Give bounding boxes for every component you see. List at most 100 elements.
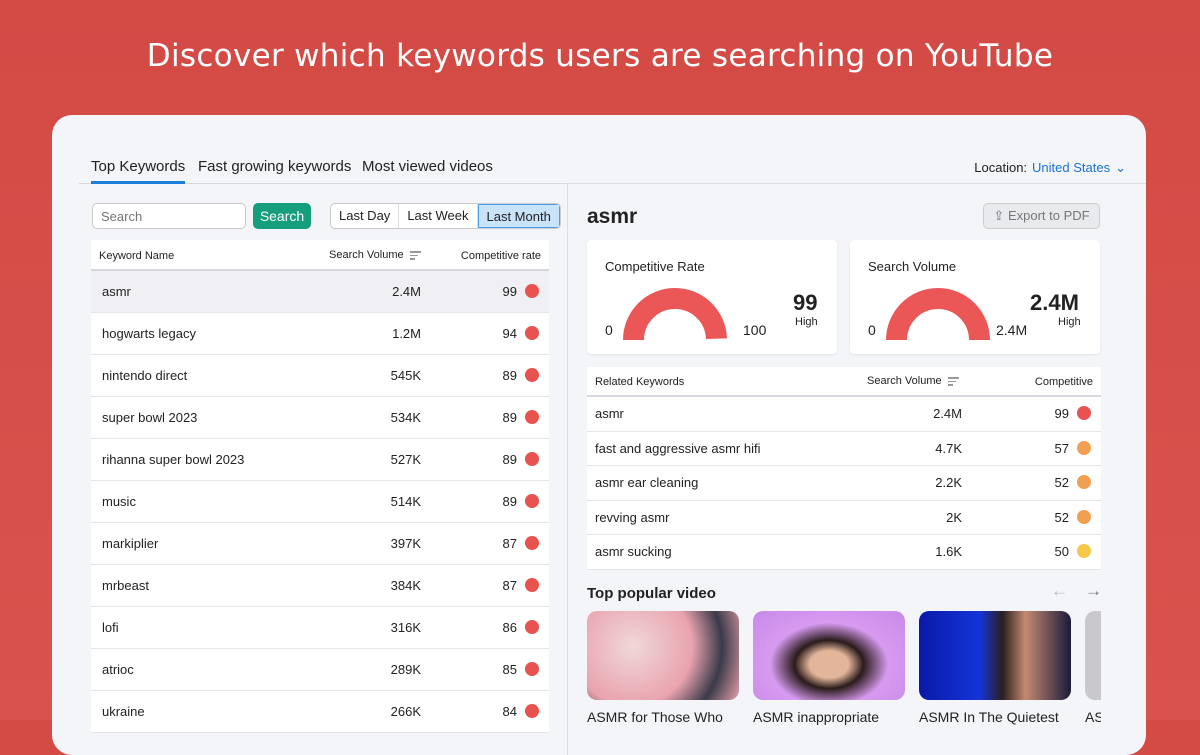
period-last-month[interactable]: Last Month	[477, 204, 560, 228]
table-row[interactable]: mrbeast 384K 87	[91, 565, 549, 607]
status-dot-icon	[525, 410, 539, 424]
status-dot-icon	[1077, 440, 1091, 455]
video-thumbnail[interactable]	[587, 611, 739, 700]
table-row[interactable]: revving asmr 2K 52	[587, 501, 1101, 535]
table-row[interactable]: lofi 316K 86	[91, 607, 549, 649]
status-dot-icon	[525, 704, 539, 718]
table-row[interactable]: rihanna super bowl 2023 527K 89	[91, 439, 549, 481]
competitive-value: 52	[1054, 509, 1069, 525]
keyword-name: fast and aggressive asmr hifi	[595, 440, 761, 456]
search-input[interactable]	[92, 203, 246, 229]
location-value[interactable]: United States	[1032, 160, 1111, 175]
table-row[interactable]: hogwarts legacy 1.2M 94	[91, 313, 549, 355]
status-dot-icon	[1077, 475, 1091, 489]
table-row[interactable]: asmr ear cleaning 2.2K 52	[587, 466, 1101, 501]
video-title[interactable]: ASMR inappropriate	[753, 709, 880, 725]
keyword-name: super bowl 2023	[102, 410, 198, 425]
tab-fast-growing[interactable]: Fast growing keywords	[198, 158, 352, 175]
keyword-name: revving asmr	[595, 509, 670, 525]
sort-icon[interactable]	[409, 249, 421, 262]
table-row[interactable]: asmr sucking 1.6K 50	[587, 535, 1101, 570]
table-row[interactable]: super bowl 2023 534K 89	[91, 397, 549, 439]
keyword-name: hogwarts legacy	[102, 326, 196, 341]
col-competitive: Competitive	[1034, 376, 1093, 388]
keyword-name: asmr sucking	[595, 544, 672, 559]
upload-icon: ⇪	[993, 208, 1008, 223]
video-title[interactable]: AS	[1085, 709, 1101, 725]
search-volume: 397K	[390, 536, 421, 551]
competitive-value: 89	[502, 368, 517, 383]
keyword-name: ukraine	[102, 704, 145, 719]
tab-top-keywords[interactable]: Top Keywords	[91, 158, 186, 184]
search-volume-card: Search Volume 0 2.4M 2.4M High	[850, 240, 1100, 354]
col-competitive: Competitive rate	[460, 250, 541, 262]
search-button[interactable]: Search	[253, 203, 311, 229]
table-row[interactable]: fast and aggressive asmr hifi 4.7K 57	[587, 432, 1101, 466]
gauge-value: 99	[793, 290, 818, 315]
gauge-min: 0	[605, 322, 613, 338]
competitive-value: 89	[502, 410, 517, 425]
table-row[interactable]: atrioc 289K 85	[91, 649, 549, 691]
period-last-day[interactable]: Last Day	[331, 204, 400, 228]
competitive-gauge	[623, 288, 727, 341]
competitive-value: 99	[502, 284, 517, 299]
status-dot-icon	[525, 662, 539, 676]
keyword-name: asmr ear cleaning	[595, 475, 699, 490]
search-volume: 4.7K	[935, 440, 962, 456]
competitive-value: 89	[502, 452, 517, 467]
table-row[interactable]: nintendo direct 545K 89	[91, 355, 549, 397]
competitive-rate-card: Competitive Rate 0 100 99 High	[587, 240, 837, 354]
competitive-value: 57	[1054, 440, 1069, 456]
search-volume: 2.4M	[933, 406, 962, 421]
col-related: Related Keywords	[595, 376, 685, 388]
video-thumbnail[interactable]	[919, 611, 1071, 700]
keyword-name: nintendo direct	[102, 368, 188, 383]
table-row[interactable]: music 514K 89	[91, 481, 549, 523]
card-label: Search Volume	[868, 259, 957, 274]
video-thumbnail[interactable]	[1085, 611, 1101, 700]
video-thumbnail[interactable]	[753, 611, 905, 700]
video-title[interactable]: ASMR In The Quietest	[919, 709, 1059, 725]
table-row[interactable]: ukraine 266K 84	[91, 691, 549, 733]
top-video-heading: Top popular video	[587, 585, 716, 602]
sort-icon[interactable]	[947, 375, 959, 388]
search-volume: 534K	[390, 410, 421, 425]
location-label: Location:	[974, 160, 1028, 175]
search-volume: 2.4M	[392, 284, 421, 299]
table-row[interactable]: asmr 2.4M 99	[587, 397, 1101, 432]
tab-bar: Top Keywords Fast growing keywords Most …	[79, 115, 567, 184]
status-dot-icon	[525, 368, 539, 382]
status-dot-icon	[525, 326, 539, 340]
competitive-value: 99	[1054, 406, 1069, 421]
gauge-max: 100	[743, 322, 767, 338]
status-dot-icon	[1077, 544, 1091, 558]
export-pdf-button[interactable]: ⇪ Export to PDF	[983, 203, 1100, 229]
keyword-name: markiplier	[102, 536, 159, 551]
competitive-value: 52	[1054, 475, 1069, 490]
keyword-name: asmr	[102, 284, 131, 299]
gauge-level: High	[1058, 316, 1081, 328]
period-last-week[interactable]: Last Week	[399, 204, 478, 228]
status-dot-icon	[525, 536, 539, 550]
volume-gauge	[886, 288, 990, 341]
status-dot-icon	[1077, 509, 1091, 524]
competitive-value: 85	[502, 662, 517, 677]
col-search-volume[interactable]: Search Volume	[867, 375, 959, 387]
location-selector[interactable]: Location: United States ⌄	[974, 160, 1126, 176]
status-dot-icon	[525, 578, 539, 592]
video-title[interactable]: ASMR for Those Who	[587, 709, 723, 725]
table-row[interactable]: asmr 2.4M 99	[91, 271, 549, 313]
export-label: Export to PDF	[1007, 208, 1090, 223]
search-volume: 1.2M	[392, 326, 421, 341]
search-volume: 2.2K	[935, 475, 962, 490]
gauge-min: 0	[868, 322, 876, 338]
table-row[interactable]: markiplier 397K 87	[91, 523, 549, 565]
competitive-value: 87	[502, 578, 517, 593]
col-search-volume[interactable]: Search Volume	[329, 249, 421, 261]
arrow-left-icon[interactable]: ←	[1051, 581, 1068, 600]
keyword-title: asmr	[587, 205, 638, 228]
status-dot-icon	[525, 620, 539, 634]
col-label: Search Volume	[329, 249, 404, 261]
arrow-right-icon[interactable]: →	[1085, 581, 1102, 600]
tab-most-viewed[interactable]: Most viewed videos	[362, 158, 493, 175]
